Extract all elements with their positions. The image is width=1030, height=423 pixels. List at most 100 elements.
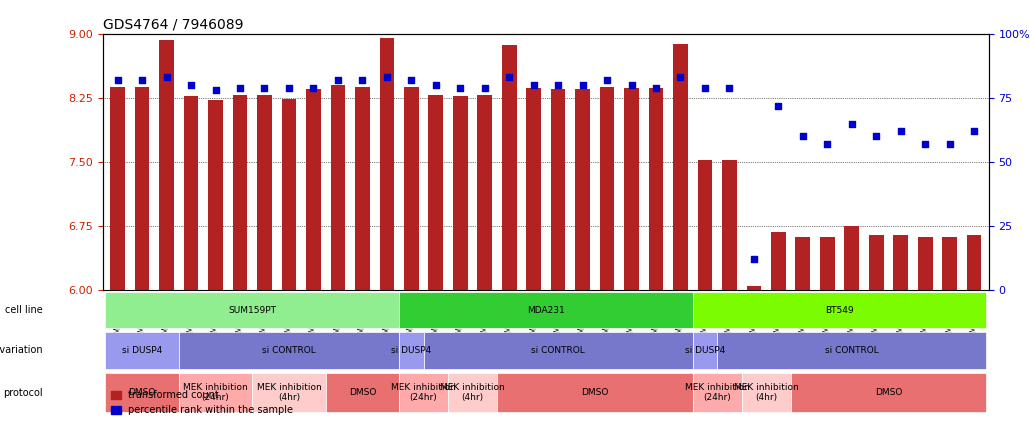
FancyBboxPatch shape — [717, 332, 987, 368]
Text: cell line: cell line — [5, 305, 43, 315]
Bar — [551, 89, 565, 290]
FancyBboxPatch shape — [105, 292, 399, 328]
FancyBboxPatch shape — [693, 332, 717, 368]
Text: genotype/variation: genotype/variation — [0, 346, 43, 355]
Bar — [599, 87, 615, 290]
Text: si DUSP4: si DUSP4 — [391, 346, 432, 355]
Bar — [576, 89, 590, 290]
Bar — [355, 87, 370, 290]
Text: si CONTROL: si CONTROL — [262, 346, 316, 355]
FancyBboxPatch shape — [105, 332, 179, 368]
Text: si CONTROL: si CONTROL — [825, 346, 879, 355]
Point — [794, 133, 811, 140]
Bar — [747, 286, 761, 290]
Bar — [845, 226, 859, 290]
Text: DMSO: DMSO — [874, 388, 902, 397]
Point — [696, 84, 713, 91]
Point — [427, 82, 444, 88]
Text: DMSO: DMSO — [129, 388, 156, 397]
Point — [746, 256, 762, 263]
Bar — [918, 237, 932, 290]
Point — [550, 82, 566, 88]
Point — [354, 77, 371, 83]
Bar — [428, 95, 443, 290]
Text: MEK inhibition
(4hr): MEK inhibition (4hr) — [733, 383, 798, 402]
FancyBboxPatch shape — [742, 373, 791, 412]
Bar — [110, 87, 125, 290]
Point — [770, 102, 787, 109]
Text: MEK inhibition
(24hr): MEK inhibition (24hr) — [391, 383, 456, 402]
FancyBboxPatch shape — [423, 332, 693, 368]
Point — [477, 84, 493, 91]
Bar — [526, 88, 541, 290]
FancyBboxPatch shape — [693, 292, 987, 328]
Point — [109, 77, 126, 83]
Bar — [893, 235, 908, 290]
Point — [501, 74, 517, 81]
Point — [134, 77, 150, 83]
Point — [623, 82, 640, 88]
Point — [232, 84, 248, 91]
Text: DMSO: DMSO — [581, 388, 609, 397]
Bar — [674, 44, 688, 290]
Bar — [477, 95, 492, 290]
Text: BT549: BT549 — [825, 306, 854, 315]
FancyBboxPatch shape — [399, 332, 423, 368]
FancyBboxPatch shape — [252, 373, 325, 412]
FancyBboxPatch shape — [448, 373, 496, 412]
Bar — [258, 95, 272, 290]
Point — [207, 87, 224, 93]
Point — [305, 84, 321, 91]
Bar — [331, 85, 345, 290]
Text: MEK inhibition
(4hr): MEK inhibition (4hr) — [440, 383, 505, 402]
Bar — [306, 89, 320, 290]
Point — [575, 82, 591, 88]
FancyBboxPatch shape — [399, 373, 448, 412]
Bar — [379, 38, 394, 290]
FancyBboxPatch shape — [693, 373, 742, 412]
Bar — [697, 160, 713, 290]
FancyBboxPatch shape — [496, 373, 693, 412]
Text: GDS4764 / 7946089: GDS4764 / 7946089 — [103, 17, 243, 31]
Point — [256, 84, 273, 91]
Text: protocol: protocol — [3, 387, 43, 398]
Point — [452, 84, 469, 91]
Point — [844, 120, 860, 127]
Point — [721, 84, 737, 91]
Bar — [649, 88, 663, 290]
Point — [917, 140, 933, 147]
Point — [330, 77, 346, 83]
Point — [868, 133, 885, 140]
Bar — [208, 100, 222, 290]
Point — [892, 128, 908, 135]
Bar — [869, 235, 884, 290]
Point — [379, 74, 396, 81]
Point — [648, 84, 664, 91]
Bar — [795, 237, 811, 290]
FancyBboxPatch shape — [105, 373, 179, 412]
Point — [941, 140, 958, 147]
FancyBboxPatch shape — [325, 373, 399, 412]
Bar — [502, 45, 516, 290]
Bar — [722, 160, 736, 290]
Point — [819, 140, 835, 147]
FancyBboxPatch shape — [179, 332, 399, 368]
Point — [159, 74, 175, 81]
Text: si DUSP4: si DUSP4 — [685, 346, 725, 355]
Text: DMSO: DMSO — [349, 388, 376, 397]
Text: MEK inhibition
(24hr): MEK inhibition (24hr) — [183, 383, 248, 402]
Point — [525, 82, 542, 88]
Text: si CONTROL: si CONTROL — [531, 346, 585, 355]
Bar — [404, 87, 418, 290]
Bar — [281, 99, 297, 290]
Text: si DUSP4: si DUSP4 — [122, 346, 163, 355]
Point — [281, 84, 298, 91]
Bar — [820, 237, 834, 290]
Point — [403, 77, 419, 83]
Bar — [771, 232, 786, 290]
FancyBboxPatch shape — [399, 292, 693, 328]
Legend: transformed count, percentile rank within the sample: transformed count, percentile rank withi… — [108, 387, 297, 418]
FancyBboxPatch shape — [179, 373, 252, 412]
Bar — [453, 96, 468, 290]
Text: MEK inhibition
(4hr): MEK inhibition (4hr) — [256, 383, 321, 402]
